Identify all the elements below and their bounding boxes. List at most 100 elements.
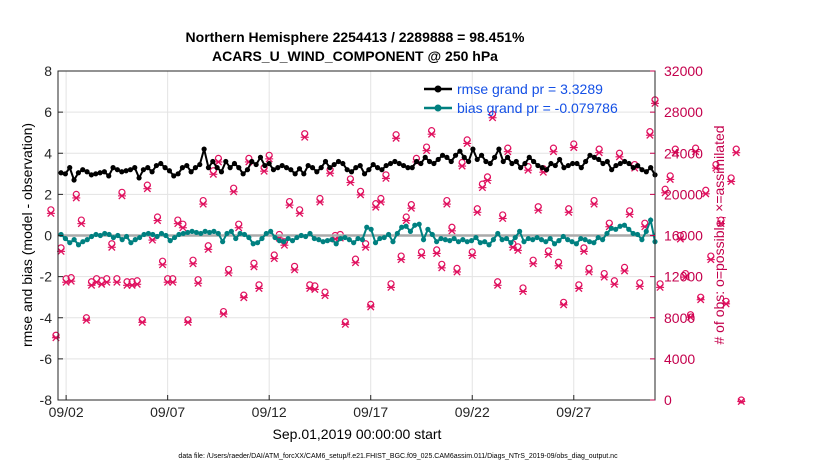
rmse-point — [570, 160, 576, 167]
bias-point — [613, 226, 619, 232]
obs-assimilated-marker — [381, 174, 390, 183]
rmse-point — [413, 158, 420, 165]
obs-assimilated-marker — [305, 284, 314, 293]
bias-point — [377, 235, 383, 242]
bias-point — [394, 230, 400, 237]
obs-assimilated-marker — [453, 268, 462, 276]
bias-point — [547, 235, 553, 242]
obs-assimilated-marker — [676, 235, 685, 243]
rmse-point — [353, 165, 359, 171]
obs-assimilated-marker — [219, 310, 228, 318]
obs-assimilated-marker — [447, 227, 456, 235]
rmse-point — [140, 167, 147, 173]
rmse-point — [604, 158, 610, 165]
bias-point — [154, 233, 160, 240]
rmse-point — [522, 160, 528, 167]
bias-point — [543, 239, 549, 245]
rmse-point — [318, 165, 324, 171]
bias-point — [407, 228, 414, 234]
rmse-point — [383, 162, 389, 169]
rmse-point — [648, 165, 654, 171]
bias-point — [490, 237, 497, 243]
obs-assimilated-marker — [295, 209, 304, 218]
chart-title: Northern Hemisphere 2254413 / 2289888 = … — [186, 29, 525, 45]
rmse-point — [80, 167, 86, 173]
bias-point — [316, 237, 322, 243]
bias-point — [58, 231, 64, 238]
obs-assimilated-marker — [498, 214, 507, 223]
bias-point — [359, 237, 365, 243]
bias-point — [372, 240, 379, 246]
bias-point — [578, 235, 584, 242]
obs-assimilated-marker — [483, 176, 492, 185]
rmse-point — [609, 167, 615, 173]
obs-assimilated-marker — [437, 264, 446, 272]
obs-assimilated-marker — [209, 170, 218, 178]
rmse-point — [617, 160, 623, 167]
obs-assimilated-marker — [590, 200, 599, 208]
y-tick-label: -4 — [40, 310, 53, 326]
bias-point — [254, 240, 261, 246]
rmse-point — [266, 160, 272, 167]
legend-rmse-label: rmse grand pr = 3.3289 — [457, 81, 603, 97]
bias-point — [390, 239, 396, 245]
bias-point — [285, 235, 291, 242]
rmse-point — [106, 173, 112, 179]
rmse-point — [348, 169, 355, 175]
bias-point — [565, 237, 571, 243]
y2-tick-label: 16000 — [664, 228, 703, 244]
rmse-point — [93, 171, 99, 177]
obs-assimilated-marker — [732, 149, 741, 157]
rmse-point — [201, 146, 207, 152]
obs-assimilated-marker — [265, 155, 274, 163]
rmse-point — [171, 173, 177, 179]
bias-point — [259, 235, 265, 242]
rmse-point — [279, 162, 285, 169]
rmse-point — [257, 154, 264, 160]
chart-subtitle: ACARS_U_WIND_COMPONENT @ 250 hPa — [212, 48, 498, 64]
bias-point — [582, 237, 588, 243]
rmse-point — [361, 171, 368, 177]
legend: rmse grand pr = 3.3289 bias grand pr = -… — [424, 81, 618, 116]
rmse-point — [136, 175, 142, 181]
obs-assimilated-marker — [315, 198, 324, 206]
obs-assimilated-marker — [260, 167, 269, 175]
rmse-point — [75, 170, 81, 176]
bias-point — [80, 239, 86, 245]
y2-tick-label: 20000 — [664, 186, 703, 202]
rmse-point — [526, 154, 532, 160]
obs-assimilated-marker — [696, 296, 705, 304]
bias-point — [477, 240, 483, 246]
bias-point — [425, 226, 431, 232]
x-tick-label: 09/02 — [49, 404, 84, 420]
rmse-point — [626, 160, 632, 167]
x-tick-label: 09/12 — [252, 404, 287, 420]
bias-point — [556, 238, 562, 244]
bias-point — [268, 228, 274, 234]
bias-point — [599, 237, 606, 243]
rmse-point — [591, 154, 597, 160]
bias-point — [241, 231, 248, 238]
obs-assimilated-marker — [737, 397, 746, 406]
obs-assimilated-marker — [310, 285, 319, 294]
rmse-point — [370, 161, 376, 168]
obs-assimilated-marker — [133, 280, 142, 288]
y2-tick-label: 32000 — [664, 63, 703, 79]
obs-assimilated-marker — [402, 216, 411, 225]
y2-tick-label: 24000 — [664, 145, 703, 161]
obs-assimilated-marker — [493, 281, 502, 289]
bias-point — [447, 238, 453, 244]
rmse-point — [227, 165, 233, 171]
bias-point — [621, 222, 628, 228]
bias-point — [643, 228, 649, 234]
obs-assimilated-marker — [178, 224, 187, 232]
y-tick-label: -8 — [40, 392, 53, 408]
obs-assimilated-marker — [67, 277, 76, 285]
bias-point — [560, 233, 566, 240]
bias-point — [115, 232, 121, 239]
obs-assimilated-marker — [397, 255, 406, 264]
rmse-series — [58, 146, 658, 183]
rmse-point — [422, 154, 428, 160]
bias-point — [412, 222, 418, 228]
rmse-point — [344, 167, 350, 173]
